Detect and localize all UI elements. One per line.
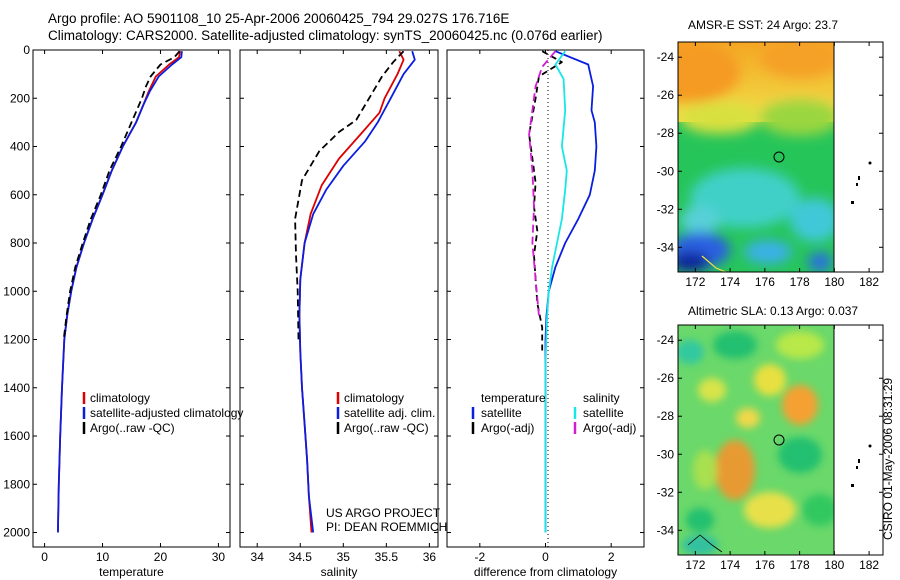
legend-label-argo: Argo(..raw -QC) (90, 421, 175, 435)
x-tick-label: 2 (608, 550, 615, 564)
map-longitude-label: 180 (824, 558, 844, 572)
sla-map-title: Altimetric SLA: 0.13 Argo: 0.037 (688, 304, 858, 318)
depth-tick-label: 600 (10, 188, 30, 202)
salinity-legend: climatology satellite adj. clim. Argo(..… (336, 391, 435, 435)
map-latitude-label: -30 (657, 164, 675, 178)
map-longitude-label: 182 (859, 275, 879, 289)
legend-label-satellite: satellite-adjusted climatology (90, 406, 243, 420)
map-latitude-label: -34 (657, 240, 675, 254)
map-latitude-label: -34 (657, 523, 675, 537)
temperature-legend: climatology satellite-adjusted climatolo… (82, 391, 243, 435)
sla-heatmap (678, 325, 834, 555)
map-longitude-label: 178 (790, 558, 810, 572)
x-tick-label: 0 (542, 550, 549, 564)
profile-title-line2: Climatology: CARS2000. Satellite-adjuste… (48, 28, 603, 43)
legend-label-temp-satellite: satellite (481, 406, 522, 420)
x-tick-label: 35 (337, 550, 351, 564)
map-longitude-label: 172 (685, 275, 705, 289)
map-latitude-label: -26 (657, 88, 675, 102)
depth-tick-label: 200 (10, 91, 30, 105)
csiro-timestamp: CSIRO 01-May-2006 08:31:29 (881, 378, 895, 540)
map-longitude-label: 180 (824, 275, 844, 289)
x-tick-label: 36 (423, 550, 437, 564)
legend-label-sal-satellite: satellite (583, 406, 624, 420)
legend-label-temp-argo: Argo(-adj) (481, 421, 534, 435)
project-label: US ARGO PROJECT (326, 506, 441, 520)
depth-tick-label: 800 (10, 236, 30, 250)
x-tick-label: 20 (154, 550, 168, 564)
sst-heatmap (678, 42, 834, 272)
temperature-plot-frame (32, 49, 231, 548)
sst-map-islands (851, 161, 872, 204)
difference-axis-label: difference from climatology (474, 565, 617, 579)
depth-tick-label: 1000 (3, 284, 30, 298)
sla-map-islands (851, 444, 872, 487)
salinity-plot-frame (239, 49, 439, 548)
map-longitude-label: 174 (720, 275, 740, 289)
depth-tick-label: 1800 (3, 477, 30, 491)
map-latitude-label: -26 (657, 371, 675, 385)
difference-legend: temperature salinity satellite Argo(-adj… (471, 391, 636, 435)
legend-label-sal-argo: Argo(-adj) (583, 421, 636, 435)
x-tick-label: -2 (474, 550, 485, 564)
depth-tick-label: 1200 (3, 333, 30, 347)
x-tick-label: 30 (212, 550, 226, 564)
x-tick-label: 34.5 (289, 550, 313, 564)
salinity-axis-label: salinity (321, 565, 358, 579)
sst-map-title: AMSR-E SST: 24 Argo: 23.7 (688, 18, 838, 32)
map-longitude-label: 172 (685, 558, 705, 572)
profile-title-line1: Argo profile: AO 5901108_10 25-Apr-2006 … (48, 11, 510, 26)
float-position-marker-sla (773, 434, 785, 446)
map-longitude-label: 178 (790, 275, 810, 289)
legend-label-argo: Argo(..raw -QC) (344, 421, 429, 435)
float-position-marker-sst (773, 151, 785, 163)
legend-title-salinity: salinity (583, 391, 620, 405)
depth-tick-label: 400 (10, 140, 30, 154)
depth-tick-label: 1400 (3, 381, 30, 395)
depth-tick-label: 2000 (3, 526, 30, 540)
map-latitude-label: -24 (657, 333, 675, 347)
legend-label-satellite: satellite adj. clim. (344, 406, 435, 420)
salinity-series-argo-raw-qc (294, 50, 405, 340)
temperature-series-argo-raw-qc (62, 50, 181, 340)
sst-map-frame (677, 41, 884, 273)
map-latitude-label: -28 (657, 126, 675, 140)
difference-series-salinity-argo-adj (528, 50, 557, 316)
depth-tick-label: 0 (23, 43, 30, 57)
x-tick-label: 0 (41, 550, 48, 564)
map-latitude-label: -30 (657, 447, 675, 461)
map-latitude-label: -32 (657, 485, 675, 499)
map-longitude-label: 174 (720, 558, 740, 572)
legend-label-climatology: climatology (344, 391, 404, 405)
temperature-series-satellite-adjusted-climatology (57, 51, 183, 533)
map-longitude-label: 176 (755, 275, 775, 289)
difference-series-salinity-satellite (544, 50, 568, 533)
pi-label: PI: DEAN ROEMMICH (326, 520, 447, 534)
x-tick-label: 35.5 (375, 550, 399, 564)
depth-tick-label: 1600 (3, 429, 30, 443)
legend-title-temperature: temperature (481, 391, 546, 405)
temperature-axis-label: temperature (99, 565, 164, 579)
map-latitude-label: -24 (657, 50, 675, 64)
x-tick-label: 10 (96, 550, 110, 564)
map-latitude-label: -28 (657, 409, 675, 423)
salinity-series-satellite-adj-clim (298, 50, 416, 533)
x-tick-label: 34 (251, 550, 265, 564)
map-latitude-label: -32 (657, 202, 675, 216)
map-longitude-label: 176 (755, 558, 775, 572)
sla-map-frame (677, 324, 884, 556)
legend-label-climatology: climatology (90, 391, 150, 405)
map-longitude-label: 182 (859, 558, 879, 572)
